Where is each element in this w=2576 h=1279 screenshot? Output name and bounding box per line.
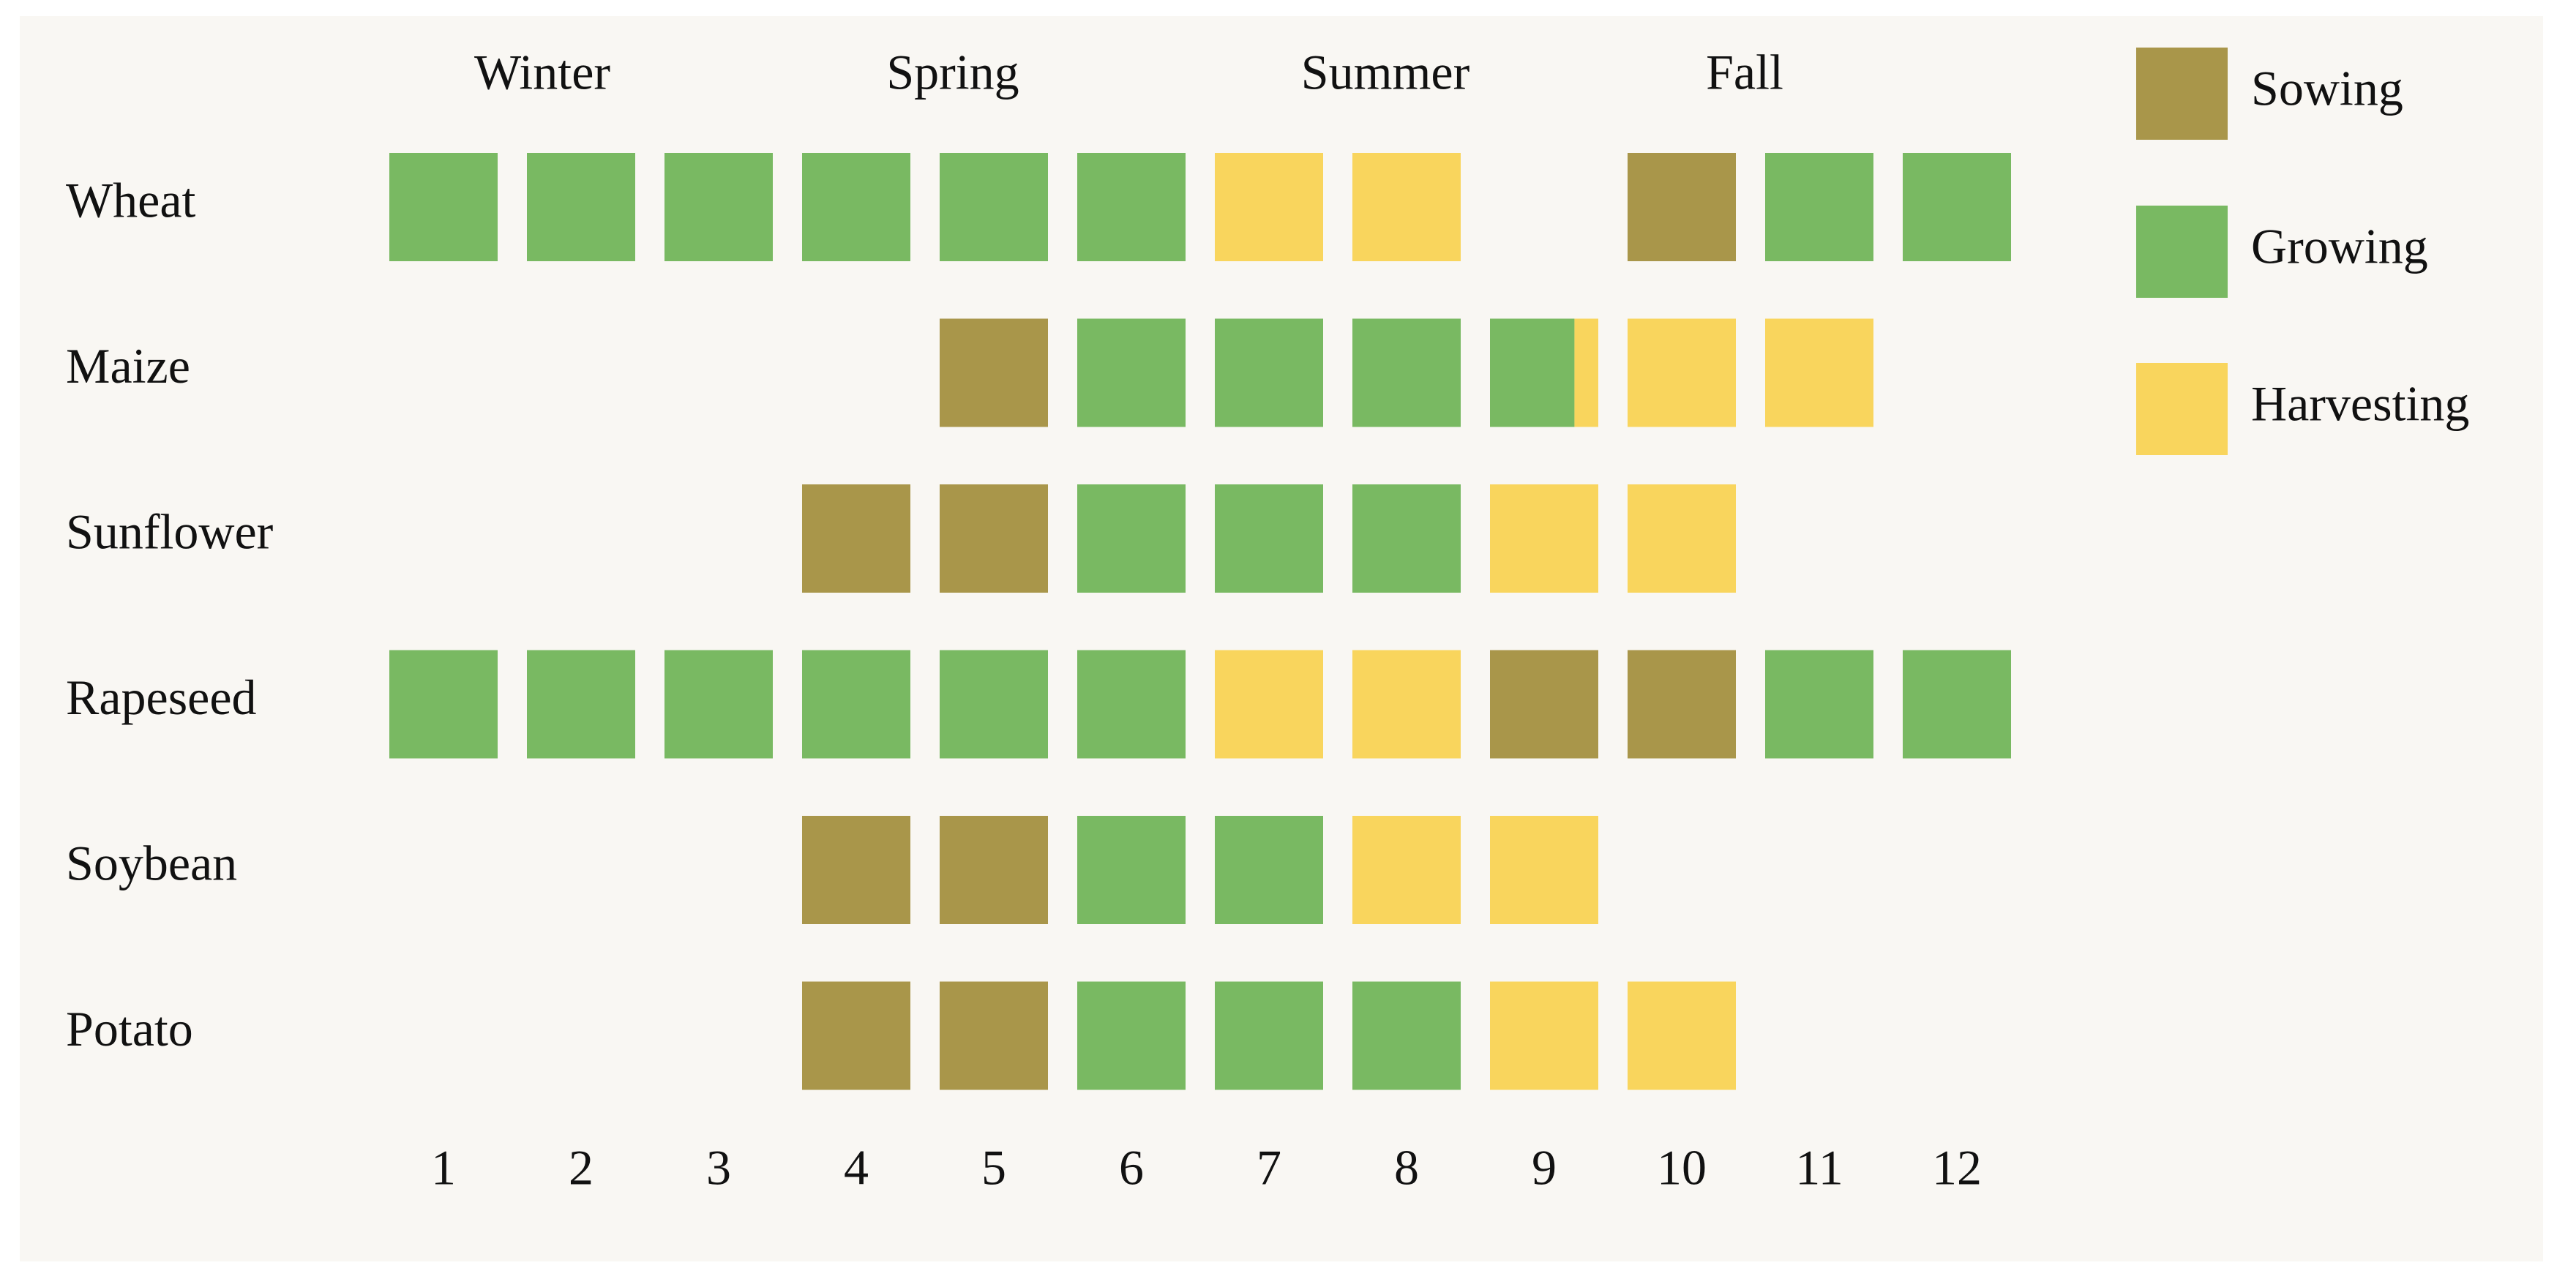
stage-cell xyxy=(1628,484,1736,593)
stage-cell xyxy=(1628,981,1736,1090)
month-label: 3 xyxy=(706,1140,731,1196)
stage-cell xyxy=(1352,816,1461,924)
stage-cell xyxy=(1765,153,1873,261)
stage-cell xyxy=(1490,484,1598,593)
legend-swatch xyxy=(2136,48,2228,140)
stage-cell xyxy=(940,153,1048,261)
month-label: 10 xyxy=(1657,1140,1707,1196)
stage-cell xyxy=(940,816,1048,924)
season-label: Summer xyxy=(1301,45,1470,100)
stage-cell xyxy=(802,484,910,593)
stage-cell xyxy=(1628,153,1736,261)
crop-label: Soybean xyxy=(66,836,237,891)
stage-cell xyxy=(1215,484,1323,593)
stage-cell xyxy=(1077,318,1186,427)
stage-cell xyxy=(389,650,498,759)
season-label: Fall xyxy=(1706,45,1783,100)
stage-cell xyxy=(1215,318,1323,427)
legend-label: Sowing xyxy=(2251,61,2403,116)
season-label: Spring xyxy=(886,45,1019,100)
stage-cell xyxy=(940,318,1048,427)
crop-label: Potato xyxy=(66,1001,193,1057)
stage-cell xyxy=(1215,153,1323,261)
month-label: 9 xyxy=(1532,1140,1557,1196)
stage-cell xyxy=(802,816,910,924)
stage-cell xyxy=(1215,650,1323,759)
legend-label: Harvesting xyxy=(2251,376,2469,432)
month-label: 8 xyxy=(1394,1140,1419,1196)
stage-cell xyxy=(1215,816,1323,924)
stage-cell xyxy=(1352,484,1461,593)
stage-cell xyxy=(1077,153,1186,261)
month-label: 2 xyxy=(569,1140,594,1196)
stage-cell xyxy=(1765,318,1873,427)
stage-cell xyxy=(1077,650,1186,759)
stage-cell xyxy=(802,650,910,759)
stage-cell xyxy=(1352,650,1461,759)
stage-cell xyxy=(1903,650,2011,759)
month-label: 1 xyxy=(431,1140,456,1196)
stage-cell xyxy=(527,153,635,261)
stage-cell xyxy=(1903,153,2011,261)
legend-label: Growing xyxy=(2251,219,2428,274)
stage-cell xyxy=(802,153,910,261)
stage-cell-part xyxy=(1574,318,1598,427)
crop-label: Rapeseed xyxy=(66,669,257,725)
crop-label: Maize xyxy=(66,338,190,394)
stage-cell xyxy=(664,153,773,261)
stage-cell xyxy=(1352,153,1461,261)
stage-cell xyxy=(1490,650,1598,759)
stage-cell xyxy=(1628,318,1736,427)
legend-swatch xyxy=(2136,363,2228,455)
stage-cell xyxy=(1490,816,1598,924)
month-label: 5 xyxy=(981,1140,1006,1196)
stage-cell-part xyxy=(1490,318,1575,427)
stage-cell xyxy=(940,650,1048,759)
stage-cell xyxy=(1215,981,1323,1090)
legend-swatch xyxy=(2136,206,2228,298)
stage-cell xyxy=(1352,318,1461,427)
month-label: 12 xyxy=(1932,1140,1982,1196)
stage-cell xyxy=(527,650,635,759)
stage-cell xyxy=(1352,981,1461,1090)
month-label: 11 xyxy=(1795,1140,1843,1196)
stage-cell xyxy=(1765,650,1873,759)
month-label: 6 xyxy=(1119,1140,1144,1196)
crop-label: Sunflower xyxy=(66,504,274,560)
stage-cell xyxy=(1628,650,1736,759)
stage-cell xyxy=(1077,981,1186,1090)
season-label: Winter xyxy=(474,45,610,100)
stage-cell xyxy=(389,153,498,261)
stage-cell xyxy=(802,981,910,1090)
stage-cell xyxy=(940,981,1048,1090)
stage-cell xyxy=(1077,484,1186,593)
stage-cell xyxy=(664,650,773,759)
stage-cell xyxy=(940,484,1048,593)
month-label: 7 xyxy=(1257,1140,1281,1196)
stage-cell xyxy=(1490,981,1598,1090)
stage-cell xyxy=(1077,816,1186,924)
month-label: 4 xyxy=(844,1140,869,1196)
crop-label: Wheat xyxy=(66,173,196,228)
